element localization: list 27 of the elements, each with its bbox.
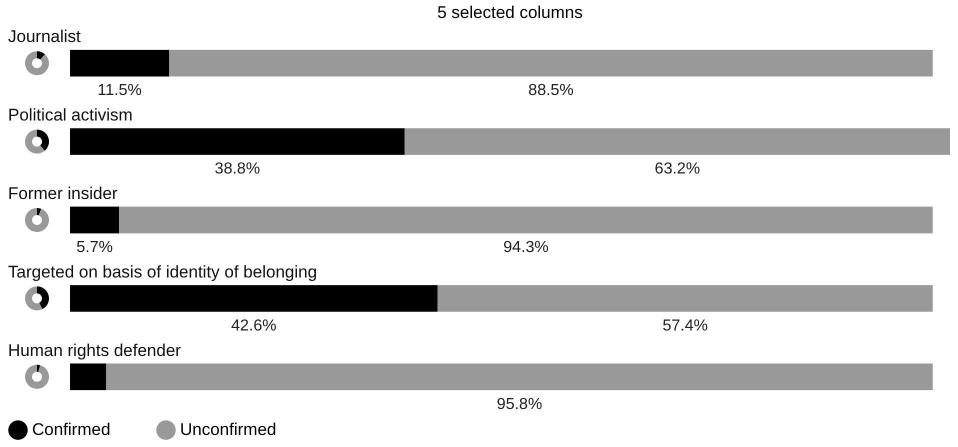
bar [70, 363, 106, 390]
data-label: 57.4% [662, 317, 708, 334]
y-tick-label: Political activism [8, 106, 133, 125]
bar [169, 50, 933, 77]
data-label: 95.8% [496, 396, 542, 413]
bar [404, 128, 950, 155]
bar [106, 363, 933, 390]
bar [70, 285, 438, 312]
bar [119, 206, 933, 234]
data-label: 88.5% [528, 82, 574, 100]
y-tick-label: Journalist [8, 27, 82, 46]
data-label: 11.5% [98, 82, 142, 100]
data-label: 63.2% [654, 160, 700, 178]
bar [70, 128, 405, 155]
data-label: 38.8% [214, 160, 260, 178]
data-label: 94.3% [503, 239, 549, 256]
y-tick-label: Former insider [8, 184, 118, 203]
data-label: 42.6% [231, 317, 276, 334]
bar [70, 50, 170, 77]
y-tick-label: Human rights defender [8, 340, 182, 360]
y-tick-label: Targeted on basis of identity of belonging [8, 262, 318, 282]
data-label: 5.7% [76, 239, 113, 256]
bar [70, 206, 120, 234]
bar [438, 285, 933, 312]
legend-label: Unconfirmed [180, 420, 276, 440]
legend-label: Confirmed [32, 420, 110, 440]
chart-title: 5 selected columns [437, 3, 583, 22]
